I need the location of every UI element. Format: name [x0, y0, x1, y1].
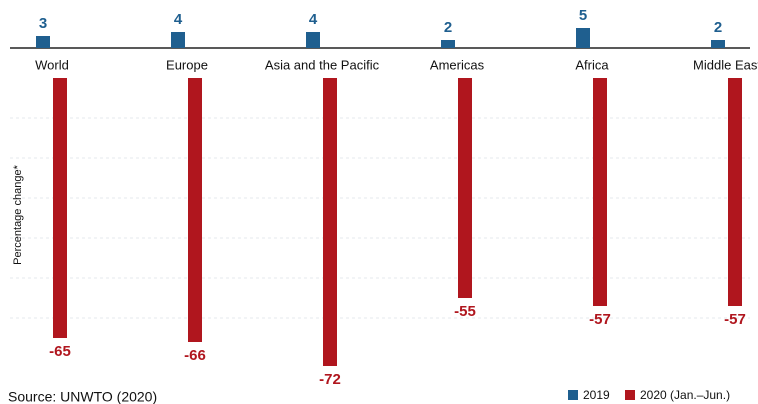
source: Source: UNWTO (2020)	[8, 389, 157, 404]
bar	[728, 78, 742, 306]
bar	[458, 78, 472, 298]
bar	[306, 32, 320, 48]
bar	[711, 40, 725, 48]
y-axis-label: Percentage change*	[12, 164, 24, 264]
value-label: -72	[319, 371, 341, 388]
value-label: 2	[444, 19, 452, 36]
value-label: -57	[724, 311, 746, 328]
bar	[188, 78, 202, 342]
bar	[171, 32, 185, 48]
bar	[53, 78, 67, 338]
bar	[36, 36, 50, 48]
value-label: -57	[589, 311, 611, 328]
x-tick-label: Africa	[575, 57, 609, 72]
value-label: 2	[714, 19, 722, 36]
x-tick-label: Americas	[430, 57, 485, 72]
value-label: 4	[309, 11, 318, 28]
legend-swatch	[568, 390, 578, 400]
x-tick-label: Europe	[166, 57, 208, 72]
legend-label: 2019	[583, 388, 610, 402]
legend-swatch	[625, 390, 635, 400]
bar	[323, 78, 337, 366]
x-tick-label: Middle East	[693, 57, 758, 72]
value-label: -65	[49, 343, 71, 360]
x-tick-label: World	[35, 57, 69, 72]
bar	[593, 78, 607, 306]
background-lines	[10, 117, 750, 319]
x-tick-label: Asia and the Pacific	[265, 57, 380, 72]
value-label: -55	[454, 303, 476, 320]
value-label: 4	[174, 11, 183, 28]
value-label: 5	[579, 7, 587, 24]
value-label: -66	[184, 347, 206, 364]
legend-label: 2020 (Jan.–Jun.)	[640, 388, 730, 402]
value-label: 3	[39, 15, 47, 32]
bar	[441, 40, 455, 48]
bar	[576, 28, 590, 48]
